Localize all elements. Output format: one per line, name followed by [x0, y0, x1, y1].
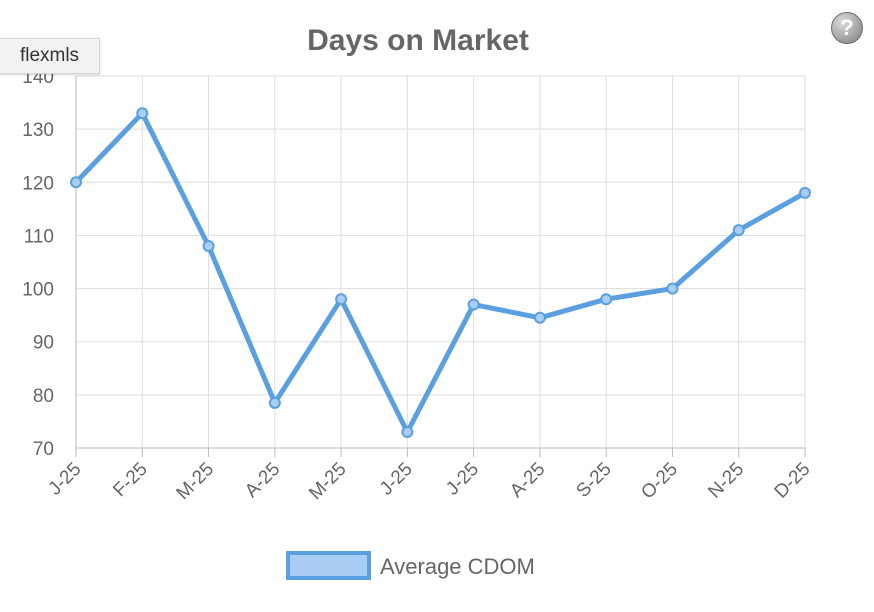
legend-swatch: [286, 551, 371, 580]
brand-badge: flexmls: [0, 38, 100, 74]
data-point[interactable]: [401, 426, 414, 439]
legend-label: Average CDOM: [380, 554, 535, 579]
data-point[interactable]: [799, 186, 811, 199]
data-point[interactable]: [666, 282, 679, 295]
data-point[interactable]: [467, 298, 480, 311]
x-tick-label: J-25: [442, 459, 483, 500]
y-tick-label: 90: [33, 333, 54, 354]
x-tick-label: F-25: [109, 459, 151, 501]
y-tick-label: 80: [33, 386, 54, 407]
data-point[interactable]: [70, 176, 82, 189]
help-icon[interactable]: ?: [831, 12, 863, 44]
x-tick-label: N-25: [704, 459, 748, 503]
x-tick-label: J-25: [45, 459, 86, 500]
chart-series: [70, 107, 811, 439]
data-point[interactable]: [533, 311, 546, 324]
x-tick-label: M-25: [305, 459, 350, 504]
x-tick-label: A-25: [241, 459, 284, 502]
data-point[interactable]: [335, 293, 348, 306]
chart-grid: [75, 75, 806, 449]
y-tick-label: 70: [33, 439, 54, 460]
y-tick-label: 100: [22, 280, 54, 301]
data-point[interactable]: [136, 107, 149, 120]
x-tick-label: O-25: [637, 459, 682, 504]
y-tick-label: 130: [22, 120, 54, 141]
x-tick-label: S-25: [572, 459, 615, 502]
x-axis-labels: J-25 F-25 M-25 A-25 M-25 J-25 J-25 A-25 S-25 O-25…: [45, 459, 815, 504]
data-point[interactable]: [268, 396, 281, 409]
y-tick-label: 110: [24, 226, 54, 247]
data-point[interactable]: [732, 224, 745, 237]
x-tick-label: D-25: [771, 459, 815, 503]
x-tick-label: J-25: [376, 459, 417, 500]
series-line: [73, 110, 808, 435]
y-tick-label: 120: [22, 173, 54, 194]
chart-axes: [75, 76, 806, 457]
x-tick-label: A-25: [506, 459, 549, 502]
data-point[interactable]: [600, 293, 613, 306]
chart-title: Days on Market: [307, 24, 529, 57]
data-point[interactable]: [202, 240, 215, 253]
x-tick-label: M-25: [173, 459, 218, 504]
chart-legend[interactable]: Average CDOM: [286, 551, 535, 580]
